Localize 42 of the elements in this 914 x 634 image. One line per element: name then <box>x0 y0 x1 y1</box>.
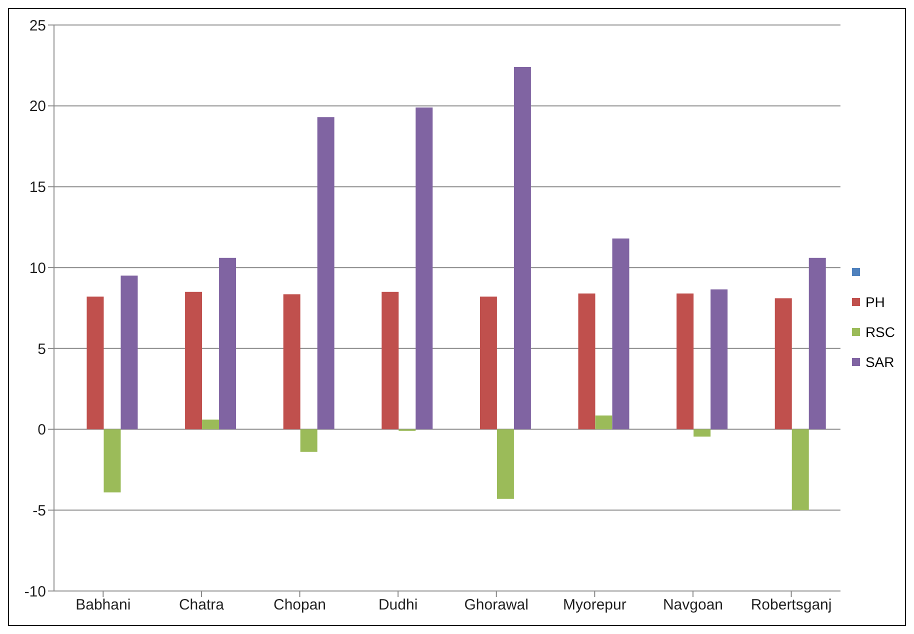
bar <box>694 429 711 437</box>
y-tick-label: -10 <box>24 583 46 600</box>
bar <box>676 293 694 430</box>
bar <box>300 429 318 452</box>
x-tick-label: Myorepur <box>562 596 626 614</box>
bar <box>792 429 809 510</box>
bar <box>202 420 220 430</box>
bar <box>774 298 792 430</box>
x-tick-label: Robertsganj <box>750 596 832 614</box>
bar <box>104 429 121 492</box>
y-tick-label: 20 <box>29 98 46 116</box>
bar <box>185 292 202 430</box>
y-tick-label: 15 <box>29 179 46 196</box>
bar <box>578 293 596 430</box>
legend-label: RSC <box>865 324 895 340</box>
x-tick-label: Chopan <box>273 596 326 614</box>
bar <box>595 416 612 430</box>
bar <box>710 289 728 430</box>
y-tick-label: 5 <box>38 340 46 358</box>
y-tick-label: 25 <box>29 17 46 34</box>
bar <box>317 117 334 430</box>
bar <box>416 107 433 430</box>
y-tick-label: 10 <box>29 260 46 277</box>
y-tick-label: 0 <box>38 422 46 439</box>
x-tick-label: Navgoan <box>662 596 724 614</box>
bar <box>480 296 497 430</box>
bar <box>808 258 826 430</box>
bar <box>612 238 630 430</box>
bar <box>86 296 104 430</box>
bar <box>120 276 138 430</box>
bar <box>514 67 531 430</box>
bar <box>283 294 300 430</box>
legend-label: SAR <box>865 354 894 370</box>
x-tick-label: Babhani <box>76 596 131 614</box>
x-tick-label: Chatra <box>178 596 225 614</box>
bar <box>382 292 399 430</box>
bar <box>496 429 514 499</box>
legend-label: PH <box>865 294 885 310</box>
x-tick-label: Dudhi <box>378 596 418 614</box>
x-tick-label: Ghorawal <box>464 596 528 614</box>
bar <box>219 258 236 430</box>
y-tick-label: -5 <box>32 502 46 520</box>
